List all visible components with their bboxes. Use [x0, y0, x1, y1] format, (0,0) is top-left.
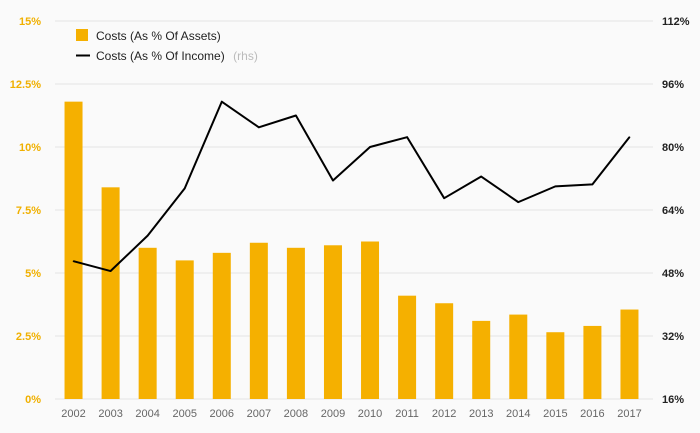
bar-2016	[583, 325, 602, 399]
right-tick-label: 112%	[662, 16, 690, 28]
left-tick-label: 7.5%	[16, 205, 41, 217]
bar-2015	[546, 332, 565, 399]
x-tick-label: 2005	[172, 408, 196, 420]
legend-label-line: Costs (As % Of Income) (rhs)	[96, 47, 258, 64]
right-tick-label: 32%	[662, 331, 684, 343]
legend-line-name: Costs (As % Of Income)	[96, 49, 225, 63]
bar-2006	[212, 252, 231, 399]
bar-2011	[398, 295, 417, 399]
x-tick-label: 2010	[358, 408, 382, 420]
bar-2009	[323, 245, 342, 399]
line-point-2017	[628, 136, 631, 138]
line-series-costs-income	[72, 100, 631, 273]
x-tick-label: 2015	[543, 408, 567, 420]
x-tick-label: 2008	[284, 408, 308, 420]
x-tick-label: 2007	[247, 408, 271, 420]
line-point-2014	[517, 201, 520, 203]
left-tick-label: 5%	[25, 268, 41, 280]
x-tick-label: 2017	[617, 408, 641, 420]
x-tick-label: 2006	[210, 408, 234, 420]
line-point-2002	[72, 260, 75, 262]
bar-2008	[286, 247, 305, 399]
x-tick-label: 2009	[321, 408, 345, 420]
x-tick-label: 2012	[432, 408, 456, 420]
right-tick-label: 64%	[662, 205, 684, 217]
line-point-2012	[443, 197, 445, 199]
legend-swatch-bar	[76, 29, 88, 41]
legend-line-suffix: (rhs)	[233, 49, 258, 63]
line-point-2007	[258, 126, 260, 129]
x-tick-label: 2016	[580, 408, 604, 420]
x-axis-ticks: 2002 2003 2004 2005 2006 2007 2008 2009 2010 2011…	[61, 408, 641, 420]
bar-2012	[435, 303, 454, 399]
line-point-2015	[554, 185, 557, 188]
line-point-2010	[369, 146, 371, 148]
left-tick-label: 2.5%	[16, 331, 41, 343]
line-point-2009	[332, 179, 334, 182]
left-tick-label: 0%	[25, 394, 41, 406]
x-tick-label: 2013	[469, 408, 493, 420]
line-point-2005	[183, 187, 186, 190]
right-tick-label: 96%	[662, 79, 684, 91]
left-tick-label: 15%	[19, 16, 41, 28]
line-point-2011	[406, 136, 408, 138]
line-point-2003	[109, 270, 112, 272]
line-point-2008	[295, 114, 297, 117]
right-axis-ticks: 16% 32% 48% 64% 80% 96% 112%	[662, 16, 690, 406]
legend-label-bar: Costs (As % Of Assets)	[96, 29, 221, 43]
line-point-2016	[591, 183, 594, 186]
bar-2007	[249, 242, 268, 399]
right-tick-label: 48%	[662, 268, 684, 280]
line-point-2006	[220, 100, 223, 103]
left-tick-label: 12.5%	[10, 79, 41, 91]
x-tick-label: 2011	[395, 408, 419, 420]
x-tick-label: 2003	[98, 408, 122, 420]
line-path	[73, 100, 631, 273]
bar-2010	[361, 241, 380, 399]
bar-series-costs-assets	[64, 101, 639, 399]
bar-2014	[509, 314, 528, 399]
bar-2002	[64, 101, 83, 399]
x-tick-label: 2004	[135, 408, 159, 420]
left-axis-ticks: 0% 2.5% 5% 7.5% 10% 12.5% 15%	[10, 16, 41, 406]
x-tick-label: 2002	[61, 408, 85, 420]
right-tick-label: 16%	[662, 394, 684, 406]
bar-2013	[472, 320, 491, 399]
bar-2017	[620, 309, 639, 399]
line-point-2013	[480, 175, 483, 178]
line-point-2004	[146, 234, 149, 237]
right-tick-label: 80%	[662, 142, 684, 154]
bar-2004	[138, 247, 157, 399]
legend: Costs (As % Of Assets) Costs (As % Of In…	[76, 29, 258, 64]
bar-2003	[101, 187, 120, 399]
bar-2005	[175, 260, 194, 399]
left-tick-label: 10%	[19, 142, 41, 154]
x-tick-label: 2014	[506, 408, 530, 420]
